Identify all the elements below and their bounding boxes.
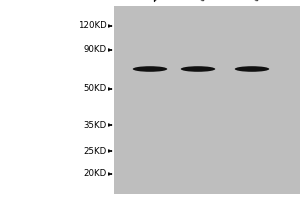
Text: 35KD: 35KD [83,120,106,130]
Bar [114,6,300,194]
Text: 293: 293 [150,0,169,3]
Ellipse shape [181,66,215,72]
Text: U87: U87 [252,0,271,3]
Text: 120KD: 120KD [78,21,106,30]
Text: 90KD: 90KD [83,46,106,54]
Text: U251: U251 [198,0,221,3]
Ellipse shape [235,66,269,72]
Text: 50KD: 50KD [83,84,106,93]
Text: 20KD: 20KD [83,170,106,178]
Ellipse shape [133,66,167,72]
Text: 25KD: 25KD [83,146,106,156]
